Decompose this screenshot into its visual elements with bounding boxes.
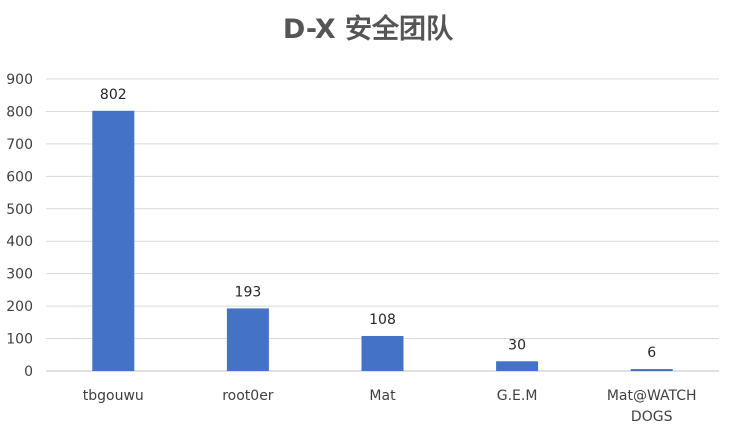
gridlines [46,78,719,372]
data-labels: 802 193 108 30 6 [100,87,656,361]
bars [92,110,673,371]
x-category-label: G.E.M [497,388,538,404]
data-label: 193 [235,284,262,300]
x-category-label: Mat [369,388,396,404]
y-tick-label: 300 [6,267,33,283]
bar-4 [630,369,673,371]
data-label: 108 [369,312,396,328]
bar-2 [361,335,404,371]
y-tick-label: 0 [24,364,33,380]
x-category-label: Mat@WATCH [607,388,697,404]
chart-title: D-X 安全团队 [283,13,454,45]
y-tick-label: 800 [6,104,33,120]
y-tick-label: 900 [6,72,33,88]
bar-0 [92,110,135,371]
y-tick-label: 200 [6,299,33,315]
x-category-label: root0er [222,388,274,404]
y-tick-label: 600 [6,169,33,185]
x-axis-categories: tbgouwu root0er Mat G.E.M Mat@WATCH DOGS [83,388,697,425]
data-label: 6 [647,345,656,361]
y-tick-label: 500 [6,202,33,218]
y-tick-label: 100 [6,332,33,348]
x-category-label: tbgouwu [83,388,144,404]
x-category-label: DOGS [631,409,673,425]
data-label: 30 [508,337,526,353]
y-tick-label: 700 [6,137,33,153]
bar-1 [226,308,269,371]
y-axis-ticks: 0 100 200 300 400 500 600 700 800 900 [6,72,33,380]
y-tick-label: 400 [6,234,33,250]
data-label: 802 [100,87,127,103]
bar-3 [496,361,539,371]
